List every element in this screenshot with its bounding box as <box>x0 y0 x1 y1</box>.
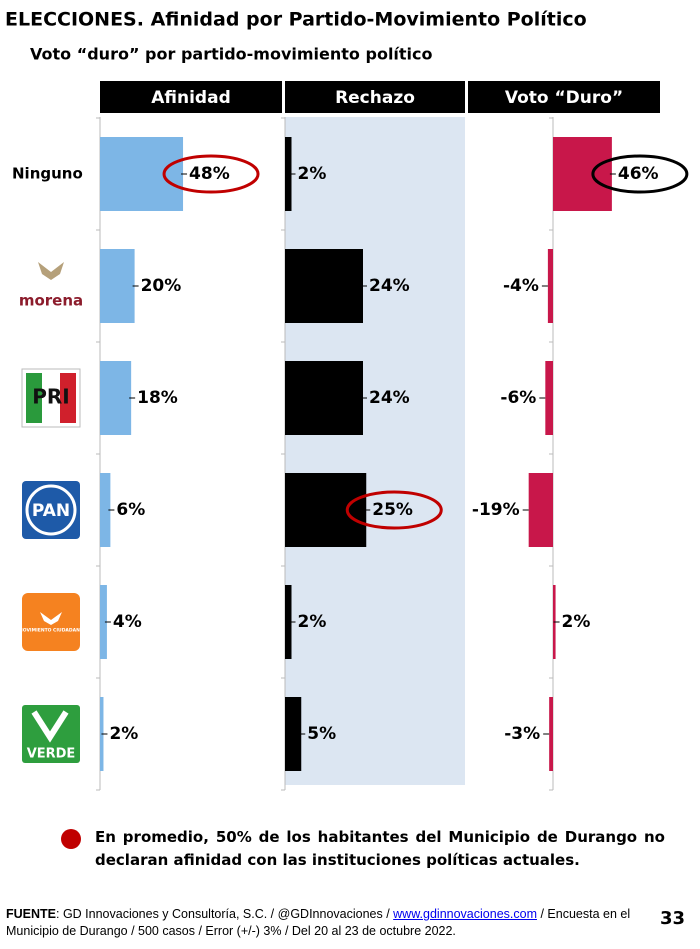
value-label: 2% <box>109 724 138 744</box>
source-text-2: / Encuesta en el Municipio de Durango / … <box>6 907 631 938</box>
value-label: 24% <box>369 388 410 408</box>
category-label: Ninguno <box>12 165 83 183</box>
highlight-circle <box>591 154 689 194</box>
value-label: -3% <box>504 724 540 744</box>
logo-verde: VERDE <box>22 705 80 763</box>
bar <box>545 361 553 435</box>
panel-header-label: Rechazo <box>335 88 415 108</box>
bar <box>528 473 553 547</box>
panel-header <box>285 81 465 113</box>
source: FUENTE: GD Innovaciones y Consultoría, S… <box>6 906 646 940</box>
bar <box>285 361 363 435</box>
value-label: -19% <box>472 500 520 520</box>
bar <box>100 585 107 659</box>
logo-text: morena <box>19 292 83 310</box>
bar <box>549 697 553 771</box>
bar <box>100 249 135 323</box>
bar <box>285 697 302 771</box>
logo-text: PRI <box>32 385 70 409</box>
source-link[interactable]: www.gdinnovaciones.com <box>393 907 537 921</box>
highlight-circle <box>162 154 260 194</box>
bar <box>547 249 553 323</box>
source-text: : GD Innovaciones y Consultoría, S.C. / … <box>56 907 394 921</box>
logo-text: MOVIMIENTO CIUDADANO <box>18 628 84 634</box>
page-number: 33 <box>660 908 686 929</box>
highlight-circle <box>345 490 443 530</box>
bar <box>285 585 292 659</box>
bar <box>285 137 292 211</box>
value-label: 4% <box>113 612 142 632</box>
value-label: 25% <box>372 500 413 520</box>
value-label: 5% <box>307 724 336 744</box>
bar <box>553 137 612 211</box>
value-label: 2% <box>562 612 591 632</box>
bar <box>285 473 367 547</box>
logo-mc: MOVIMIENTO CIUDADANO <box>18 593 84 651</box>
value-label: -4% <box>503 276 539 296</box>
value-label: 46% <box>618 164 659 184</box>
value-label: -6% <box>500 388 536 408</box>
note: En promedio, 50% de los habitantes del M… <box>95 828 665 869</box>
logo-text: PAN <box>32 501 70 521</box>
chart-subtitle: Voto “duro” por partido-movimiento polít… <box>30 45 433 64</box>
panel-header <box>468 81 660 113</box>
logo-text: VERDE <box>27 747 76 762</box>
logo-pri: PRI <box>21 368 81 428</box>
panel-background <box>285 117 465 785</box>
panel: Rechazo 2% 24% 24% 25% 2% 5% <box>281 81 465 791</box>
value-label: 2% <box>298 164 327 184</box>
panel-header-label: Voto “Duro” <box>505 88 623 108</box>
panel: Afinidad 48% 20% 18% 6% 4% 2% <box>96 81 282 791</box>
source-label: FUENTE <box>6 907 56 921</box>
value-label: 20% <box>141 276 182 296</box>
panel-header-label: Afinidad <box>151 88 231 108</box>
note-bullet <box>61 829 81 849</box>
value-label: 6% <box>116 500 145 520</box>
panel-header <box>100 81 282 113</box>
bar <box>100 361 132 435</box>
value-label: 2% <box>298 612 327 632</box>
value-label: 18% <box>137 388 178 408</box>
logo-pan: PAN <box>22 481 80 539</box>
chart-title: ELECCIONES. Afinidad por Partido-Movimie… <box>5 9 587 31</box>
value-label: 48% <box>189 164 230 184</box>
bar <box>285 249 363 323</box>
bar <box>100 473 111 547</box>
panel: Voto “Duro” 46% -4% -6% -19% 2% -3% <box>468 81 689 791</box>
bar <box>100 137 184 211</box>
value-label: 24% <box>369 276 410 296</box>
logo-morena: morena <box>19 262 83 310</box>
